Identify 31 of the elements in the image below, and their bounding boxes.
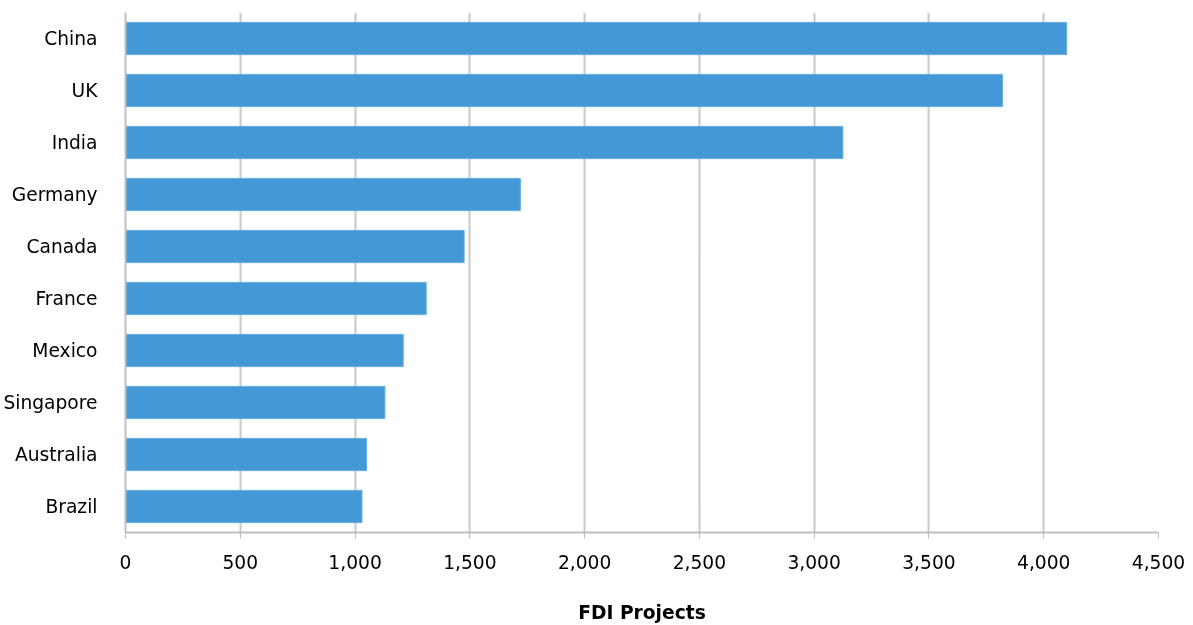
x-axis-title: FDI Projects	[578, 601, 706, 623]
bar	[125, 489, 363, 524]
bar	[125, 281, 427, 316]
y-tick-label: Brazil	[45, 496, 98, 517]
bar	[125, 437, 368, 472]
y-tick-label: Singapore	[3, 392, 98, 413]
x-tick-label: 4,000	[1017, 551, 1071, 573]
bar	[125, 125, 844, 160]
x-tick-label: 3,500	[902, 551, 956, 573]
x-tick-label: 2,000	[557, 551, 612, 573]
bar	[125, 21, 1068, 56]
y-tick-label: Germany	[11, 184, 98, 205]
x-tick-label: 2,500	[672, 551, 727, 573]
x-tick-label: 0	[119, 551, 132, 573]
y-tick-label: China	[44, 28, 98, 49]
bar	[125, 333, 404, 368]
x-tick-label: 500	[222, 551, 259, 573]
y-tick-label: Australia	[14, 444, 98, 465]
bar	[125, 177, 521, 212]
bar	[125, 229, 465, 264]
y-tick-label: UK	[71, 80, 99, 101]
y-tick-label: India	[51, 132, 98, 153]
bar	[125, 385, 386, 420]
y-tick-label: Mexico	[32, 340, 98, 361]
bar	[125, 73, 1003, 108]
x-tick-label: 1,000	[328, 551, 382, 573]
y-tick-label: Canada	[26, 236, 98, 257]
x-tick-label: 4,500	[1131, 551, 1186, 573]
x-tick-label: 3,000	[787, 551, 841, 573]
y-tick-label: France	[35, 288, 98, 309]
x-tick-label: 1,500	[443, 551, 497, 573]
